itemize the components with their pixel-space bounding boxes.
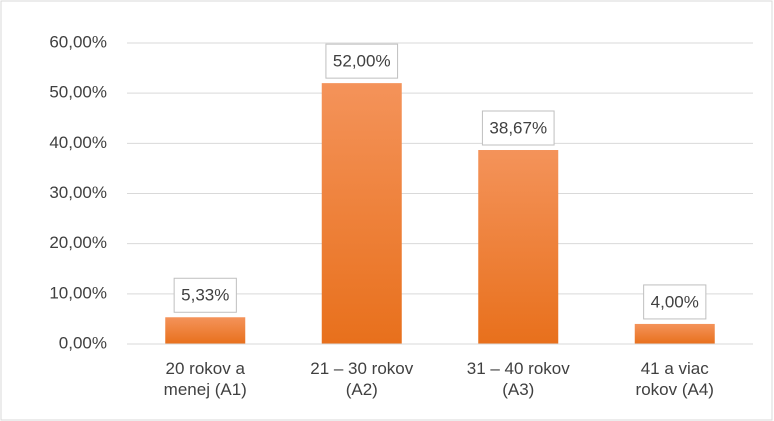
data-label-box (643, 284, 707, 320)
data-label: 5,33% (181, 286, 229, 305)
data-label: 4,00% (651, 292, 699, 311)
x-tick-label: 31 – 40 rokov (A3) (466, 359, 570, 399)
bar (165, 317, 246, 344)
data-label-box (481, 110, 555, 146)
y-tick-label: 30,00% (49, 183, 107, 202)
y-tick-label: 50,00% (49, 83, 107, 102)
data-label-box (173, 277, 237, 313)
x-tick-label: 20 rokov a menej (A1) (163, 359, 247, 399)
x-tick-label: 21 – 30 rokov (A2) (310, 359, 414, 399)
y-tick-label: 40,00% (49, 133, 107, 152)
data-label: 38,67% (489, 118, 547, 137)
bar (634, 323, 715, 344)
bar (478, 150, 559, 344)
bar (321, 83, 402, 344)
y-tick-label: 10,00% (49, 283, 107, 302)
y-tick-label: 20,00% (49, 233, 107, 252)
data-label-box (325, 43, 399, 79)
y-tick-label: 0,00% (59, 333, 107, 352)
y-tick-label: 60,00% (49, 32, 107, 51)
x-tick-label: 41 a viac rokov (A4) (635, 359, 714, 399)
data-label: 52,00% (333, 52, 391, 71)
